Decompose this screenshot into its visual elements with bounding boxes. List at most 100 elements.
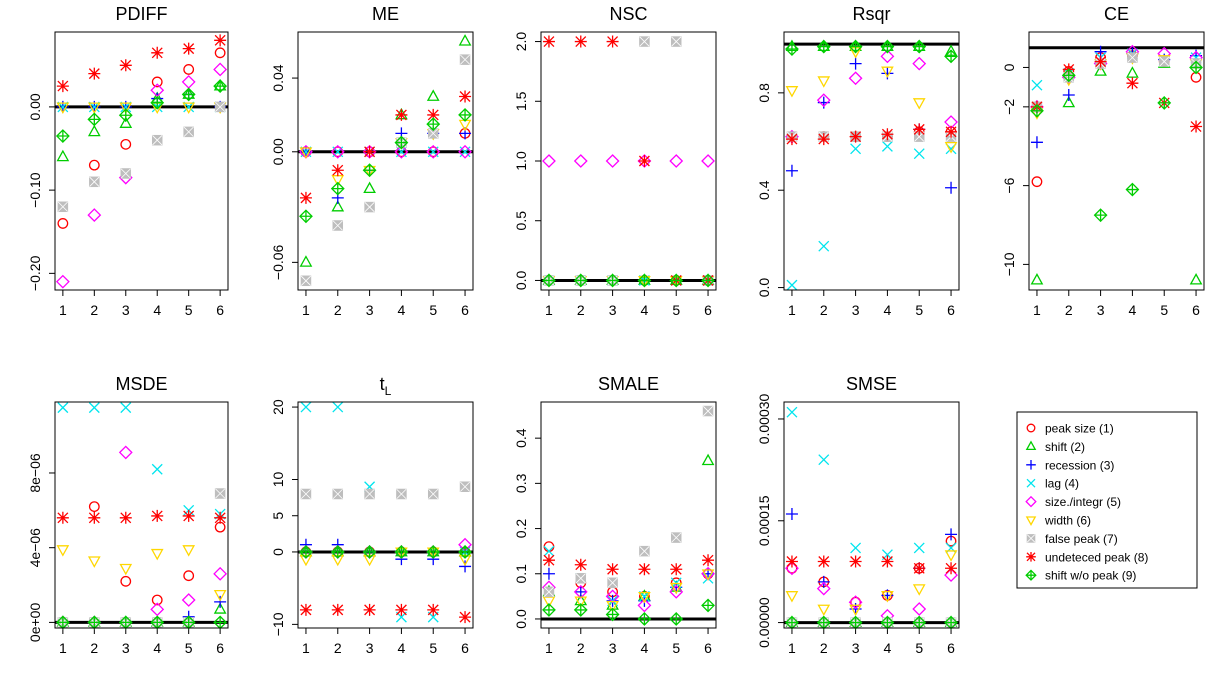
point-asterisk <box>363 145 376 158</box>
point-diamond-plus <box>87 112 102 127</box>
point-diamond <box>605 589 620 604</box>
point-circle <box>183 570 195 582</box>
point-square-x <box>151 134 163 146</box>
point-asterisk <box>331 164 344 177</box>
point-diamond <box>394 144 409 159</box>
point-asterisk <box>881 555 894 568</box>
x-tick-label: 5 <box>185 302 193 318</box>
point-asterisk <box>151 509 164 522</box>
point-diamond-plus <box>573 273 588 288</box>
legend-entry: shift w/o peak (9) <box>1025 569 1136 583</box>
point-asterisk <box>638 563 651 576</box>
point-cross <box>818 240 830 252</box>
legend-label: width (6) <box>1044 514 1091 528</box>
panel-title: SMSE <box>846 374 897 394</box>
x-tick-label: 6 <box>704 302 712 318</box>
point-square-x <box>459 54 471 65</box>
point-asterisk <box>299 603 312 616</box>
point-asterisk <box>606 35 619 48</box>
point-diamond-plus <box>330 181 345 196</box>
point-square-x <box>639 545 650 557</box>
point-diamond <box>880 49 895 64</box>
x-tick-label: 4 <box>641 302 649 318</box>
plot-frame <box>54 31 229 291</box>
point-square-x <box>702 405 714 417</box>
point-circle <box>1031 176 1043 188</box>
point-cross <box>786 406 798 418</box>
point-asterisk <box>119 511 132 524</box>
point-asterisk <box>395 603 408 616</box>
point-diamond <box>637 598 652 613</box>
point-diamond-plus <box>816 39 831 54</box>
legend-label: recession (3) <box>1045 458 1114 472</box>
point-asterisk <box>1094 55 1107 68</box>
legend-label: size./integr (5) <box>1045 495 1121 509</box>
point-cross <box>543 545 555 557</box>
point-diamond <box>912 56 927 71</box>
point-plus <box>945 181 958 194</box>
legend-entry: width (6) <box>1025 514 1091 528</box>
panel-title: NSC <box>609 4 647 24</box>
point-asterisk <box>542 35 555 48</box>
point-diamond <box>213 566 228 581</box>
y-tick-label: −0.10 <box>27 172 43 208</box>
point-circle <box>57 218 69 229</box>
plot-frame <box>297 401 474 629</box>
x-tick-label: 4 <box>398 302 406 318</box>
x-tick-label: 5 <box>429 302 437 318</box>
point-cross <box>120 402 132 414</box>
point-square-x <box>57 201 69 213</box>
x-tick-label: 1 <box>302 640 310 656</box>
point-diamond-plus <box>944 49 958 64</box>
y-tick-label: 5 <box>270 512 286 520</box>
point-triangle-down <box>542 596 556 608</box>
point-diamond-plus <box>1157 95 1172 110</box>
point-asterisk <box>459 611 472 624</box>
point-diamond-plus <box>1125 182 1140 197</box>
point-asterisk <box>331 603 344 616</box>
x-tick-label: 1 <box>545 640 553 656</box>
point-asterisk <box>849 555 862 568</box>
x-tick-label: 3 <box>122 640 130 656</box>
point-asterisk <box>670 563 683 576</box>
y-tick-label: 1.0 <box>513 151 529 171</box>
point-square-x <box>427 488 439 500</box>
point-triangle-down <box>912 98 926 110</box>
point-circle <box>543 541 555 553</box>
point-cross <box>786 279 798 291</box>
x-tick-label: 3 <box>609 640 617 656</box>
plot-frame <box>783 31 960 291</box>
point-diamond-plus <box>150 95 165 110</box>
point-asterisk <box>849 130 862 143</box>
point-diamond-plus <box>213 79 228 94</box>
y-tick-label: −0.06 <box>270 244 286 280</box>
point-circle <box>88 159 100 171</box>
legend-entry: size./integr (5) <box>1025 495 1121 509</box>
point-diamond <box>669 584 684 599</box>
point-plus <box>1030 136 1043 149</box>
point-diamond <box>213 62 228 77</box>
point-asterisk <box>395 108 408 121</box>
panel-title: PDIFF <box>116 4 168 24</box>
point-square-x <box>214 101 226 113</box>
point-diamond-plus <box>605 273 620 288</box>
y-tick-label: 8e−06 <box>27 453 43 493</box>
point-asterisk <box>88 511 101 524</box>
x-tick-label: 3 <box>1097 302 1105 318</box>
point-asterisk <box>119 59 132 72</box>
point-square-x <box>459 481 471 492</box>
panel-6: tL 1 2 3 4 5 6 −10 0 5 10 20 <box>270 374 474 656</box>
point-diamond-plus <box>848 39 863 54</box>
point-square-x <box>575 573 587 584</box>
point-cross <box>151 463 163 475</box>
y-tick-label: 0.00 <box>27 93 43 120</box>
x-tick-label: 5 <box>185 640 193 656</box>
point-asterisk <box>459 90 472 103</box>
plot-frame <box>783 401 960 629</box>
point-triangle-down <box>56 102 70 114</box>
x-tick-label: 4 <box>1129 302 1137 318</box>
y-tick-label: 4e−06 <box>27 528 43 568</box>
point-triangle <box>1094 64 1107 76</box>
x-tick-label: 1 <box>788 302 796 318</box>
